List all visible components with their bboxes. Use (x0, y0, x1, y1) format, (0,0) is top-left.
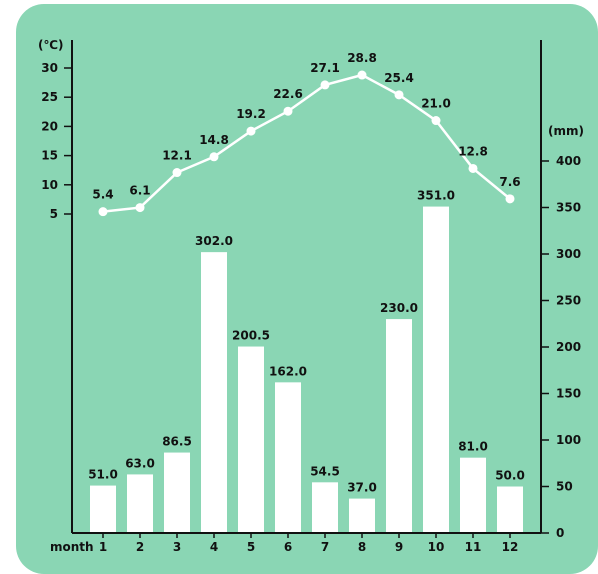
temp-value-label-11: 12.8 (458, 144, 488, 158)
month-tick-label-12: 12 (502, 540, 519, 554)
temp-value-label-4: 14.8 (199, 133, 229, 147)
precip-bar-12 (497, 486, 523, 533)
precip-value-label-12: 50.0 (495, 469, 525, 483)
precip-tick-label-200: 200 (556, 340, 581, 354)
temp-value-label-5: 19.2 (236, 107, 266, 121)
precip-value-label-4: 302.0 (195, 234, 233, 248)
temp-value-label-12: 7.6 (499, 175, 520, 189)
precip-value-label-11: 81.0 (458, 440, 488, 454)
month-tick-label-2: 2 (136, 540, 144, 554)
temp-value-label-3: 12.1 (162, 149, 192, 163)
temp-value-label-10: 21.0 (421, 97, 451, 111)
precip-value-label-3: 86.5 (162, 435, 192, 449)
precip-bar-3 (164, 452, 190, 533)
precip-bar-1 (90, 485, 116, 533)
month-tick-label-6: 6 (284, 540, 292, 554)
month-tick-label-1: 1 (99, 540, 107, 554)
month-tick-label-9: 9 (395, 540, 403, 554)
temp-point-1 (98, 207, 108, 217)
month-tick-label-8: 8 (358, 540, 366, 554)
precip-bar-6 (275, 382, 301, 533)
climate-chart: 51.0 63.0 86.5 302.0 200.5 162.0 54.5 37.0 230.0… (38, 38, 584, 554)
temp-value-label-8: 28.8 (347, 51, 377, 65)
temp-point-11 (468, 163, 478, 173)
precip-tick-label-0: 0 (556, 526, 564, 540)
labels: 51.0 63.0 86.5 302.0 200.5 162.0 54.5 37.0 230.0… (41, 51, 581, 554)
temp-point-5 (246, 126, 256, 136)
precip-value-label-2: 63.0 (125, 456, 155, 470)
temp-tick-label-30: 30 (41, 61, 58, 75)
precip-tick-label-350: 350 (556, 201, 581, 215)
temp-value-label-6: 22.6 (273, 87, 303, 101)
precipitation-unit-label: (mm) (548, 124, 584, 138)
temp-value-label-9: 25.4 (384, 71, 414, 85)
precip-bar-10 (423, 206, 449, 533)
temp-tick-label-20: 20 (41, 119, 58, 133)
temp-tick-label-25: 25 (41, 90, 58, 104)
temp-point-3 (172, 168, 182, 178)
temp-point-6 (283, 106, 293, 116)
precip-tick-label-100: 100 (556, 433, 581, 447)
precip-bar-9 (386, 319, 412, 533)
month-tick-label-7: 7 (321, 540, 329, 554)
precip-value-label-9: 230.0 (380, 301, 418, 315)
precip-value-label-1: 51.0 (88, 468, 118, 482)
precip-tick-label-50: 50 (556, 480, 573, 494)
temp-point-8 (357, 70, 367, 80)
precip-tick-label-250: 250 (556, 294, 581, 308)
axes (64, 40, 549, 538)
precip-value-label-7: 54.5 (310, 464, 340, 478)
temp-point-10 (431, 116, 441, 126)
month-tick-label-11: 11 (465, 540, 482, 554)
month-tick-label-5: 5 (247, 540, 255, 554)
temp-tick-label-10: 10 (41, 178, 58, 192)
temp-point-4 (209, 152, 219, 162)
precip-value-label-5: 200.5 (232, 329, 270, 343)
precip-bar-5 (238, 346, 264, 533)
precipitation-bars (90, 206, 523, 533)
month-tick-label-4: 4 (210, 540, 218, 554)
precip-tick-label-400: 400 (556, 154, 581, 168)
precip-bar-7 (312, 482, 338, 533)
month-tick-label-3: 3 (173, 540, 181, 554)
temp-value-label-1: 5.4 (92, 188, 113, 202)
temp-point-2 (135, 203, 145, 213)
temp-tick-label-5: 5 (50, 207, 58, 221)
temperature-line (98, 70, 515, 217)
temperature-unit-label: (℃) (38, 38, 64, 52)
precip-value-label-10: 351.0 (417, 189, 455, 203)
precip-tick-label-300: 300 (556, 247, 581, 261)
temp-point-12 (505, 194, 515, 204)
precip-bar-11 (460, 457, 486, 533)
temperature-series-line (102, 73, 511, 213)
temp-value-label-7: 27.1 (310, 61, 340, 75)
temp-value-label-2: 6.1 (129, 184, 150, 198)
x-axis-label: month (50, 540, 94, 554)
month-tick-label-10: 10 (428, 540, 445, 554)
precip-bar-2 (127, 474, 153, 533)
precip-bar-4 (201, 252, 227, 533)
temp-point-9 (394, 90, 404, 100)
precip-tick-label-150: 150 (556, 387, 581, 401)
temp-tick-label-15: 15 (41, 149, 58, 163)
precip-value-label-6: 162.0 (269, 364, 307, 378)
precip-value-label-8: 37.0 (347, 481, 377, 495)
precip-bar-8 (349, 498, 375, 533)
temp-point-7 (320, 80, 330, 90)
